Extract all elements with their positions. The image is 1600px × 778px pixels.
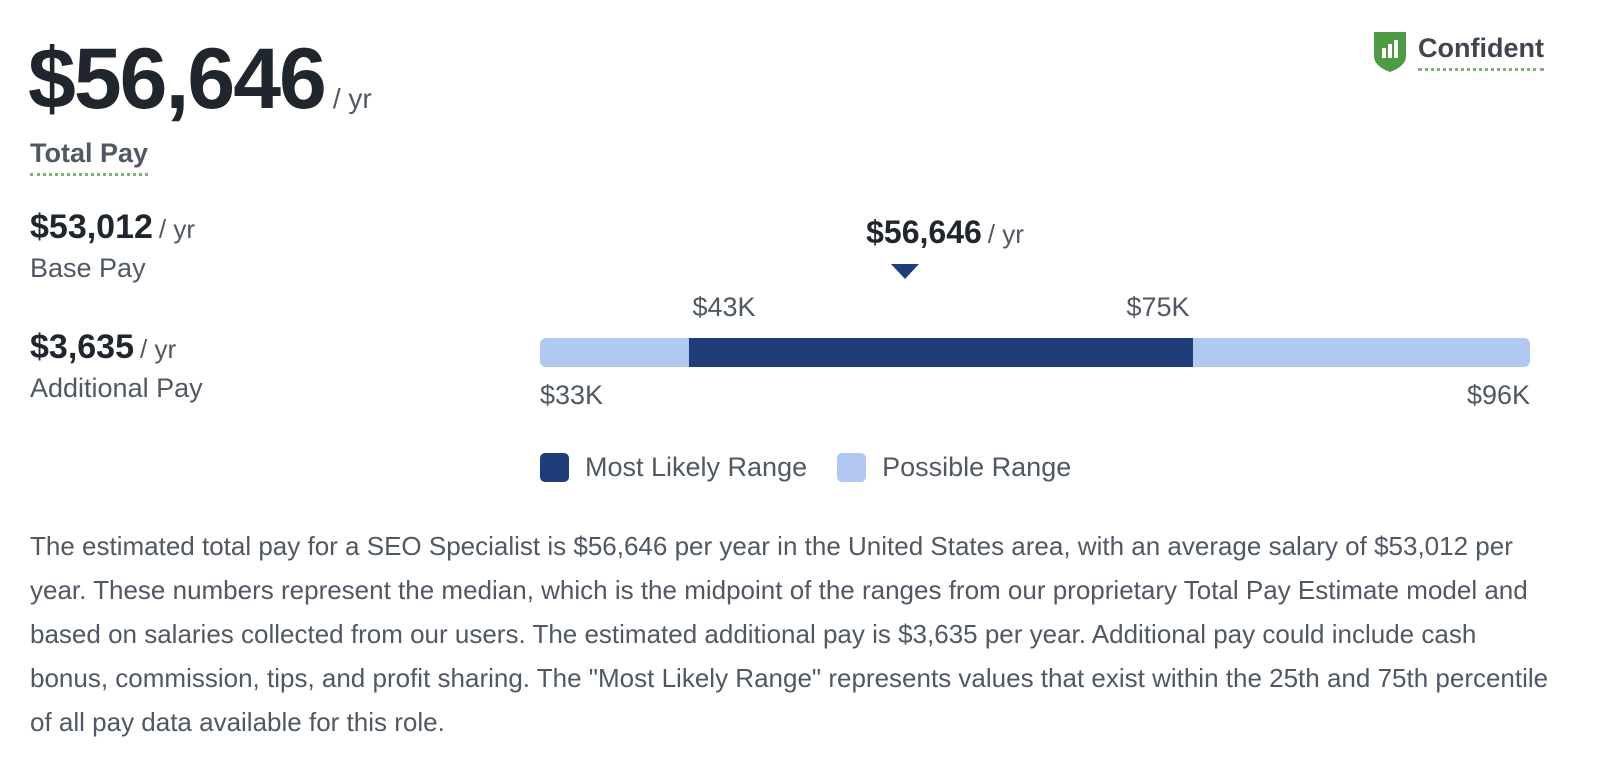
additional-pay: $3,635 / yr Additional Pay xyxy=(30,328,203,404)
confidence-label[interactable]: Confident xyxy=(1418,33,1544,72)
total-pay-amount: $56,646 / yr xyxy=(28,36,372,122)
possible-low-label: $33K xyxy=(540,380,604,410)
additional-pay-value: $3,635 xyxy=(30,328,134,366)
most-likely-swatch xyxy=(540,453,569,482)
base-pay-label: Base Pay xyxy=(30,253,146,283)
median-arrow-icon xyxy=(891,264,919,279)
base-pay: $53,012 / yr Base Pay xyxy=(30,208,195,284)
total-pay-value: $56,646 xyxy=(28,31,327,127)
pay-description: The estimated total pay for a SEO Specia… xyxy=(30,531,1549,737)
possible-swatch xyxy=(837,453,867,482)
chart-legend: Most Likely Range Possible Range xyxy=(540,452,1101,483)
total-pay-label[interactable]: Total Pay xyxy=(30,138,149,177)
pay-range-chart: $56,646 / yr $43K $75K $33K $96K xyxy=(540,210,1530,510)
base-pay-value: $53,012 xyxy=(30,208,153,246)
possible-range-bar xyxy=(540,338,1530,367)
additional-pay-label: Additional Pay xyxy=(30,373,203,403)
confidence-indicator[interactable]: Confident xyxy=(1372,30,1544,74)
median-value: $56,646 xyxy=(866,214,982,250)
additional-pay-unit: / yr xyxy=(140,334,177,364)
likely-low-label: $43K xyxy=(692,292,756,322)
total-pay-unit: / yr xyxy=(332,83,372,114)
likely-high-label: $75K xyxy=(1126,292,1190,322)
legend-possible: Possible Range xyxy=(837,452,1071,483)
legend-most-likely-label: Most Likely Range xyxy=(585,452,808,482)
legend-most-likely: Most Likely Range xyxy=(540,452,807,483)
median-unit: / yr xyxy=(987,219,1024,249)
most-likely-range-bar xyxy=(689,338,1193,367)
median-marker-label: $56,646 / yr xyxy=(866,214,1024,251)
shield-bar-chart-icon xyxy=(1374,32,1407,72)
base-pay-unit: / yr xyxy=(158,214,196,244)
possible-high-label: $96K xyxy=(1466,380,1530,410)
legend-possible-label: Possible Range xyxy=(882,452,1072,482)
